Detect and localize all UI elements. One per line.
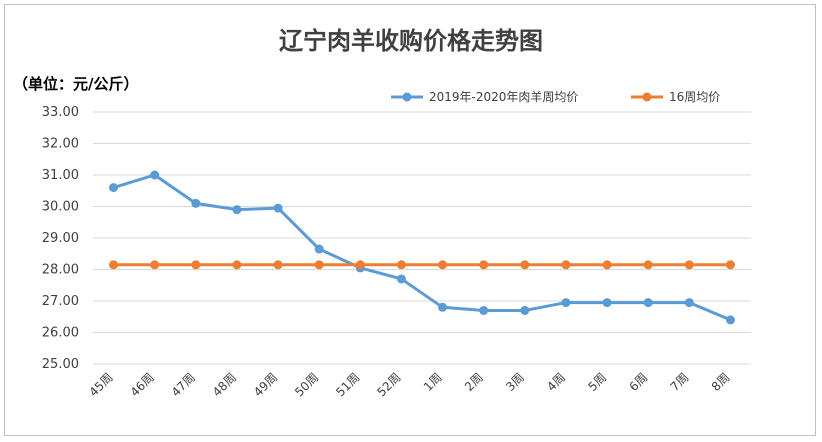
y-tick-label: 28.00 <box>42 263 79 278</box>
data-point <box>396 274 406 284</box>
data-point <box>191 198 201 208</box>
x-tick-label: 47周 <box>169 370 198 399</box>
x-tick-label: 52周 <box>374 370 403 399</box>
y-tick-label: 29.00 <box>42 231 79 246</box>
data-point <box>232 260 242 270</box>
series-2 <box>109 260 735 270</box>
data-point <box>109 260 119 270</box>
x-tick-label: 5周 <box>585 370 609 394</box>
x-tick-label: 49周 <box>251 370 280 399</box>
x-tick-label: 7周 <box>668 370 692 394</box>
y-tick-label: 33.00 <box>42 105 79 120</box>
legend-label: 16周均价 <box>669 90 720 104</box>
legend-label: 2019年-2020年肉羊周均价 <box>429 89 578 104</box>
x-tick-label: 46周 <box>128 370 157 399</box>
data-point <box>520 305 530 315</box>
unit-label: （单位：元/公斤） <box>13 75 138 93</box>
legend-item: 2019年-2020年肉羊周均价 <box>391 89 578 104</box>
data-point <box>684 298 694 308</box>
legend: 2019年-2020年肉羊周均价 16周均价 <box>391 89 720 104</box>
data-point <box>520 260 530 270</box>
data-point <box>725 315 735 325</box>
x-tick-label: 3周 <box>503 370 527 394</box>
x-tick-label: 4周 <box>544 370 568 394</box>
data-point <box>561 260 571 270</box>
data-point <box>643 298 653 308</box>
series-group <box>109 170 735 325</box>
data-point <box>396 260 406 270</box>
data-point <box>602 260 612 270</box>
data-point <box>561 298 571 308</box>
series-line <box>113 173 732 322</box>
x-tick-label: 2周 <box>462 370 486 394</box>
data-point <box>150 260 160 270</box>
x-tick-label: 6周 <box>627 370 651 394</box>
data-point <box>109 183 119 193</box>
data-point <box>479 260 489 270</box>
legend-swatch-marker <box>402 92 412 102</box>
x-tick-label: 1周 <box>421 370 445 394</box>
x-tick-label: 45周 <box>86 370 115 399</box>
data-point <box>643 260 653 270</box>
y-axis: 25.00 26.00 27.00 28.00 29.00 30.00 31.00 32.00… <box>42 105 79 372</box>
data-point <box>191 260 201 270</box>
x-tick-label: 50周 <box>292 370 321 399</box>
grid <box>93 111 751 365</box>
data-point <box>684 260 694 270</box>
data-point <box>314 260 324 270</box>
data-point <box>479 305 489 315</box>
x-tick-label: 48周 <box>210 370 239 399</box>
chart-title: 辽宁肉羊收购价格走势图 <box>279 27 543 55</box>
data-point <box>438 302 448 312</box>
legend-item: 16周均价 <box>631 90 720 104</box>
x-tick-label: 8周 <box>709 370 733 394</box>
data-point <box>273 203 283 213</box>
y-tick-label: 30.00 <box>42 200 79 215</box>
y-tick-label: 31.00 <box>42 168 79 183</box>
data-point <box>232 205 242 215</box>
y-tick-label: 26.00 <box>42 326 79 341</box>
data-point <box>314 244 324 254</box>
line-chart: 辽宁肉羊收购价格走势图 （单位：元/公斤） 2019年-2020年肉羊周均价 16… <box>13 27 751 399</box>
data-point <box>438 260 448 270</box>
data-point <box>602 298 612 308</box>
data-point <box>725 260 735 270</box>
x-axis: 45周 46周 47周 48周 49周 50周 51周 52周 1周 2周 3周 4周 5周 6周 7周 8周 <box>86 370 732 399</box>
data-point <box>273 260 283 270</box>
data-point <box>355 260 365 270</box>
legend-swatch-marker <box>642 92 652 102</box>
x-tick-label: 51周 <box>333 370 362 399</box>
data-point <box>150 170 160 180</box>
y-tick-label: 25.00 <box>42 357 79 372</box>
chart-frame: 辽宁肉羊收购价格走势图 （单位：元/公斤） 2019年-2020年肉羊周均价 16… <box>4 4 816 436</box>
y-tick-label: 27.00 <box>42 294 79 309</box>
y-tick-label: 32.00 <box>42 137 79 152</box>
